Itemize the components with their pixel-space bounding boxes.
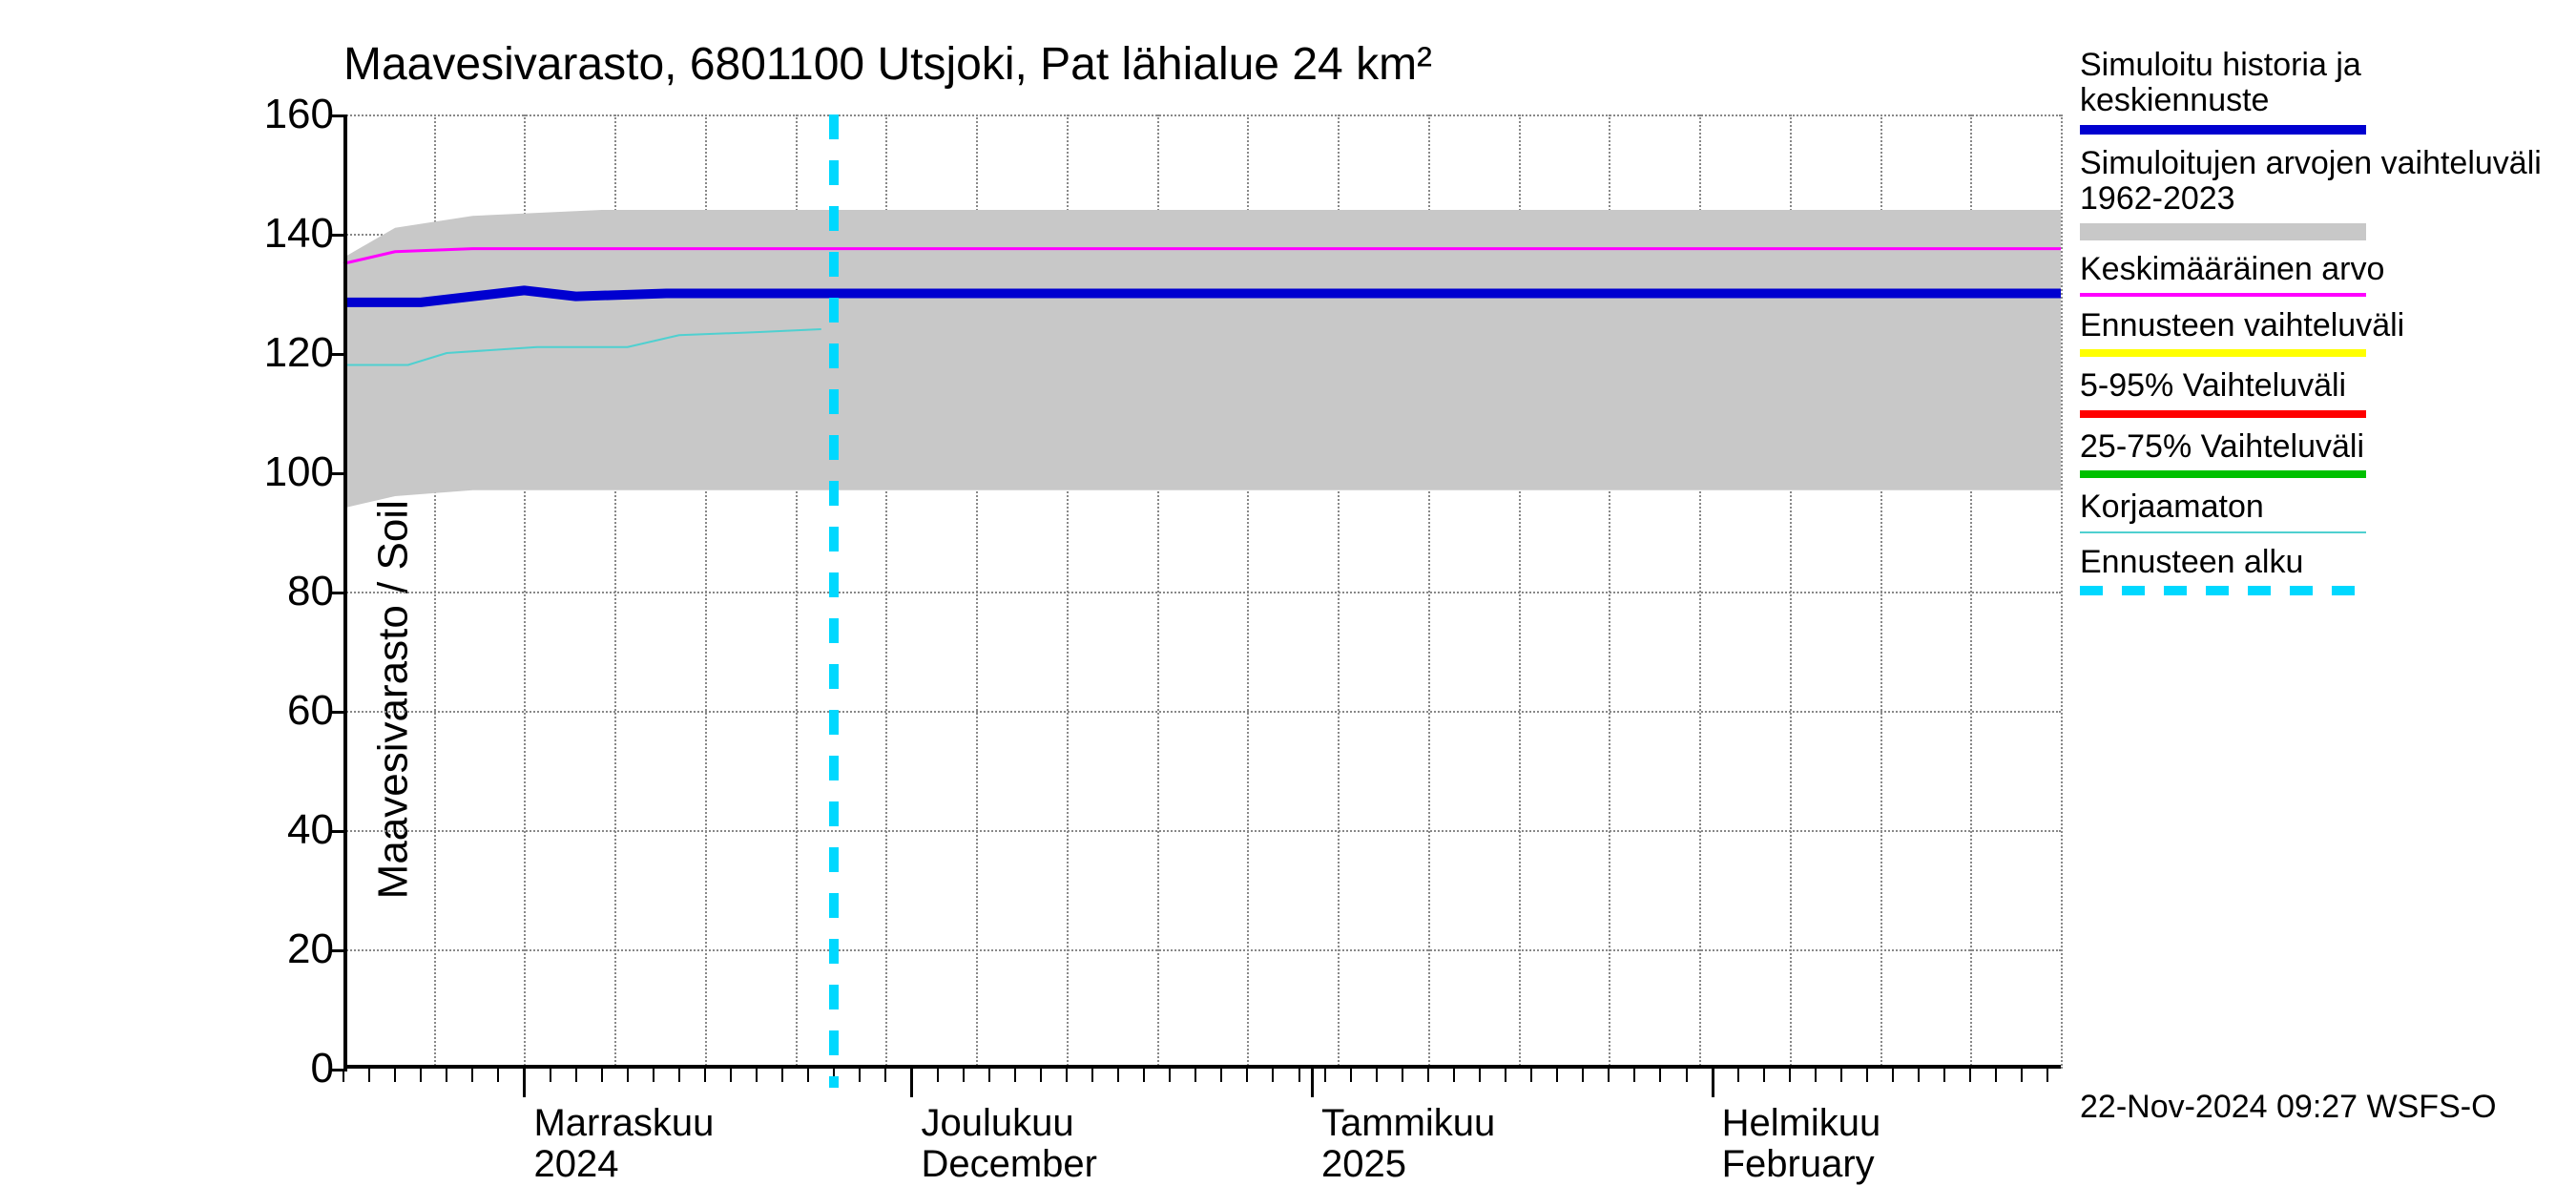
legend-label: Ennusteen vaihteluväli <box>2080 308 2557 343</box>
legend-item: Ennusteen vaihteluväli <box>2080 308 2557 357</box>
legend-label: 25-75% Vaihteluväli <box>2080 429 2557 465</box>
y-tick-label: 160 <box>264 91 334 138</box>
legend-swatch <box>2080 293 2366 297</box>
y-tick-label: 140 <box>264 210 334 258</box>
plot-area <box>343 114 2061 1069</box>
chart-title: Maavesivarasto, 6801100 Utsjoki, Pat läh… <box>343 38 1432 91</box>
legend-swatch <box>2080 349 2366 357</box>
chart-footer: 22-Nov-2024 09:27 WSFS-O <box>2080 1089 2497 1126</box>
legend-swatch <box>2080 470 2366 478</box>
x-tick-label-secondary: 2025 <box>1321 1143 1406 1186</box>
legend-item: Ennusteen alku <box>2080 545 2557 595</box>
y-tick-label: 80 <box>287 568 334 615</box>
legend-swatch <box>2080 410 2366 418</box>
legend-label: Ennusteen alku <box>2080 545 2557 580</box>
legend-item: 25-75% Vaihteluväli <box>2080 429 2557 478</box>
legend-swatch <box>2080 223 2366 240</box>
y-tick-label: 20 <box>287 926 334 973</box>
legend-item: Simuloitu historia ja keskiennuste <box>2080 48 2557 135</box>
x-tick-label: Joulukuu <box>921 1102 1073 1145</box>
x-tick-label: Marraskuu <box>533 1102 714 1145</box>
x-tick-label: Helmikuu <box>1722 1102 1881 1145</box>
legend-item: 5-95% Vaihteluväli <box>2080 368 2557 417</box>
x-tick-label-secondary: 2024 <box>533 1143 618 1186</box>
y-tick-label: 100 <box>264 448 334 496</box>
legend-swatch <box>2080 531 2366 533</box>
legend-swatch <box>2080 125 2366 135</box>
legend-label: 5-95% Vaihteluväli <box>2080 368 2557 404</box>
legend-item: Simuloitujen arvojen vaihteluväli 1962-2… <box>2080 146 2557 240</box>
legend-item: Keskimääräinen arvo <box>2080 252 2557 297</box>
x-tick-label-secondary: February <box>1722 1143 1875 1186</box>
legend-label: Korjaamaton <box>2080 489 2557 525</box>
y-tick-label: 120 <box>264 329 334 377</box>
legend: Simuloitu historia ja keskiennuste Simulo… <box>2080 48 2557 607</box>
y-tick-label: 40 <box>287 806 334 854</box>
x-tick-label-secondary: December <box>921 1143 1097 1186</box>
y-tick-label: 0 <box>311 1045 334 1092</box>
chart-container: Maavesivarasto, 6801100 Utsjoki, Pat läh… <box>0 0 2576 1145</box>
legend-item: Korjaamaton <box>2080 489 2557 532</box>
legend-label: Simuloitu historia ja keskiennuste <box>2080 48 2557 119</box>
legend-label: Simuloitujen arvojen vaihteluväli 1962-2… <box>2080 146 2557 218</box>
legend-swatch <box>2080 586 2366 595</box>
x-tick-label: Tammikuu <box>1321 1102 1495 1145</box>
legend-label: Keskimääräinen arvo <box>2080 252 2557 287</box>
y-tick-label: 60 <box>287 687 334 735</box>
